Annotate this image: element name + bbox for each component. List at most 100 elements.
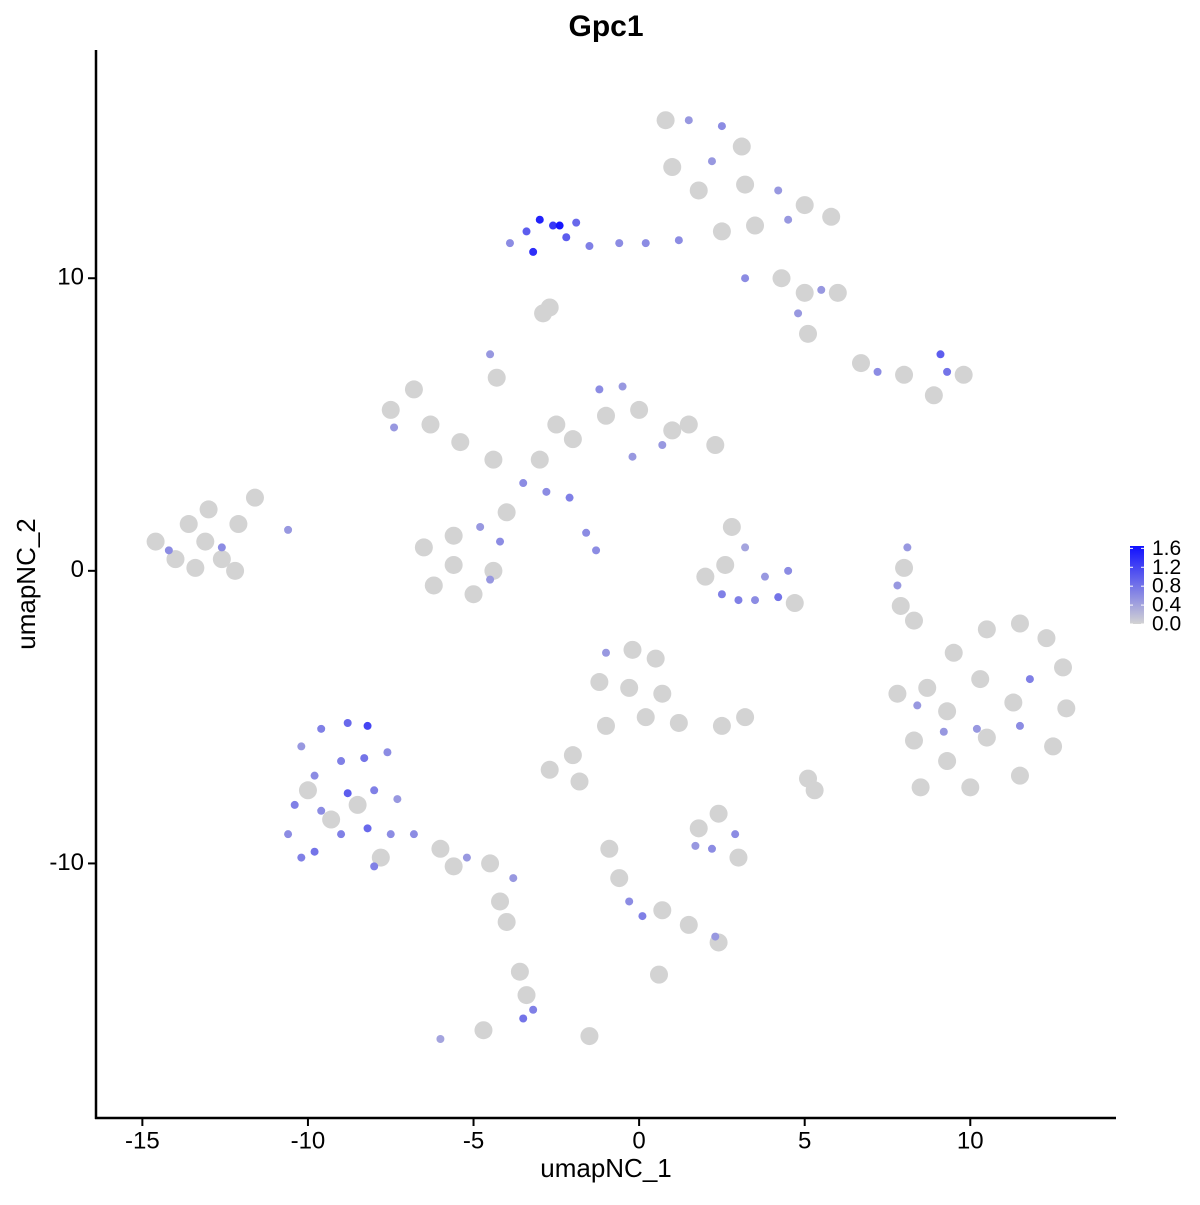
cell-point <box>462 853 471 862</box>
cell-point <box>888 684 907 703</box>
cell-point <box>1054 658 1073 677</box>
cell-point <box>464 585 483 604</box>
cell-point <box>414 538 433 557</box>
cell-point <box>509 874 518 883</box>
cell-point <box>679 915 698 934</box>
cell-point <box>474 1021 493 1040</box>
cell-point <box>924 386 943 405</box>
x-tick-label: 0 <box>632 1127 645 1154</box>
cell-point <box>562 233 571 242</box>
cell-point <box>707 157 716 166</box>
cell-point <box>600 839 619 858</box>
cell-point <box>386 830 395 839</box>
cell-point <box>679 415 698 434</box>
cell-point <box>623 640 642 659</box>
cell-point <box>954 365 973 384</box>
cell-point <box>751 596 760 605</box>
cell-point <box>343 789 352 798</box>
cell-point <box>817 285 826 294</box>
cell-point <box>542 487 551 496</box>
cell-point <box>322 810 341 829</box>
cell-point <box>689 819 708 838</box>
cell-point <box>297 853 306 862</box>
cell-point <box>337 757 346 766</box>
cell-point <box>487 368 506 387</box>
cell-point <box>317 724 326 733</box>
colorbar-tick-label: 1.2 <box>1152 556 1181 579</box>
cell-point <box>421 415 440 434</box>
colorbar-tick-label: 0.8 <box>1152 575 1181 598</box>
cell-point <box>961 778 980 797</box>
cell-point <box>891 596 910 615</box>
cell-point <box>245 488 264 507</box>
cell-point <box>186 558 205 577</box>
colorbar-tick-label: 0.4 <box>1152 594 1182 617</box>
cell-point <box>615 239 624 248</box>
cell-point <box>549 221 558 230</box>
cell-point <box>731 830 740 839</box>
cell-point <box>1037 629 1056 648</box>
x-axis-title: umapNC_1 <box>540 1153 672 1183</box>
x-tick-label: 5 <box>798 1127 811 1154</box>
cell-point <box>785 594 804 613</box>
cell-point <box>310 847 319 856</box>
cell-point <box>212 550 231 569</box>
cell-point <box>497 912 516 931</box>
cell-point <box>936 350 945 359</box>
cell-point <box>904 731 923 750</box>
cell-point <box>484 561 503 580</box>
cell-point <box>284 525 293 534</box>
cell-point <box>732 137 751 156</box>
cell-point <box>1044 737 1063 756</box>
cell-point <box>363 721 372 730</box>
cell-point <box>481 854 500 873</box>
cell-point <box>734 596 743 605</box>
cell-point <box>597 406 615 425</box>
cell-point <box>404 380 423 399</box>
colorbar-tick-label: 1.6 <box>1152 537 1181 560</box>
cell-point <box>529 1005 538 1014</box>
cell-point <box>625 897 634 906</box>
cell-point <box>360 754 369 763</box>
cell-point <box>484 450 503 469</box>
cell-point <box>913 701 922 710</box>
cell-point <box>939 727 948 736</box>
cell-point <box>722 517 741 536</box>
cell-point <box>636 708 655 727</box>
cell-point <box>663 158 682 177</box>
chart-title: Gpc1 <box>568 10 643 43</box>
cell-point <box>529 247 538 256</box>
cell-point <box>977 620 996 639</box>
cell-point <box>977 728 996 747</box>
cell-point <box>217 543 226 552</box>
cell-point <box>895 365 914 384</box>
cell-point <box>431 839 450 858</box>
cell-point <box>597 716 615 735</box>
x-tick-label: -5 <box>463 1127 484 1154</box>
cell-point <box>166 550 185 569</box>
cell-point <box>519 1014 528 1023</box>
cell-point <box>540 760 559 779</box>
cell-point <box>774 593 783 602</box>
cell-point <box>565 493 574 502</box>
cell-point <box>620 678 639 697</box>
cell-point <box>530 450 549 469</box>
cell-point <box>610 869 629 888</box>
cell-point <box>805 781 824 800</box>
cell-point <box>774 186 783 195</box>
cell-point <box>424 576 443 595</box>
cell-point <box>390 423 399 432</box>
cell-point <box>944 643 963 662</box>
points <box>146 111 1076 1046</box>
cell-point <box>641 239 650 248</box>
cell-point <box>505 239 514 248</box>
y-tick-label: 10 <box>57 264 84 291</box>
cell-point <box>716 555 735 574</box>
cell-point <box>784 566 793 575</box>
cell-point <box>1025 675 1034 684</box>
cell-point <box>707 844 716 853</box>
cell-point <box>510 962 529 981</box>
cell-point <box>370 862 379 871</box>
cell-point <box>669 713 688 732</box>
